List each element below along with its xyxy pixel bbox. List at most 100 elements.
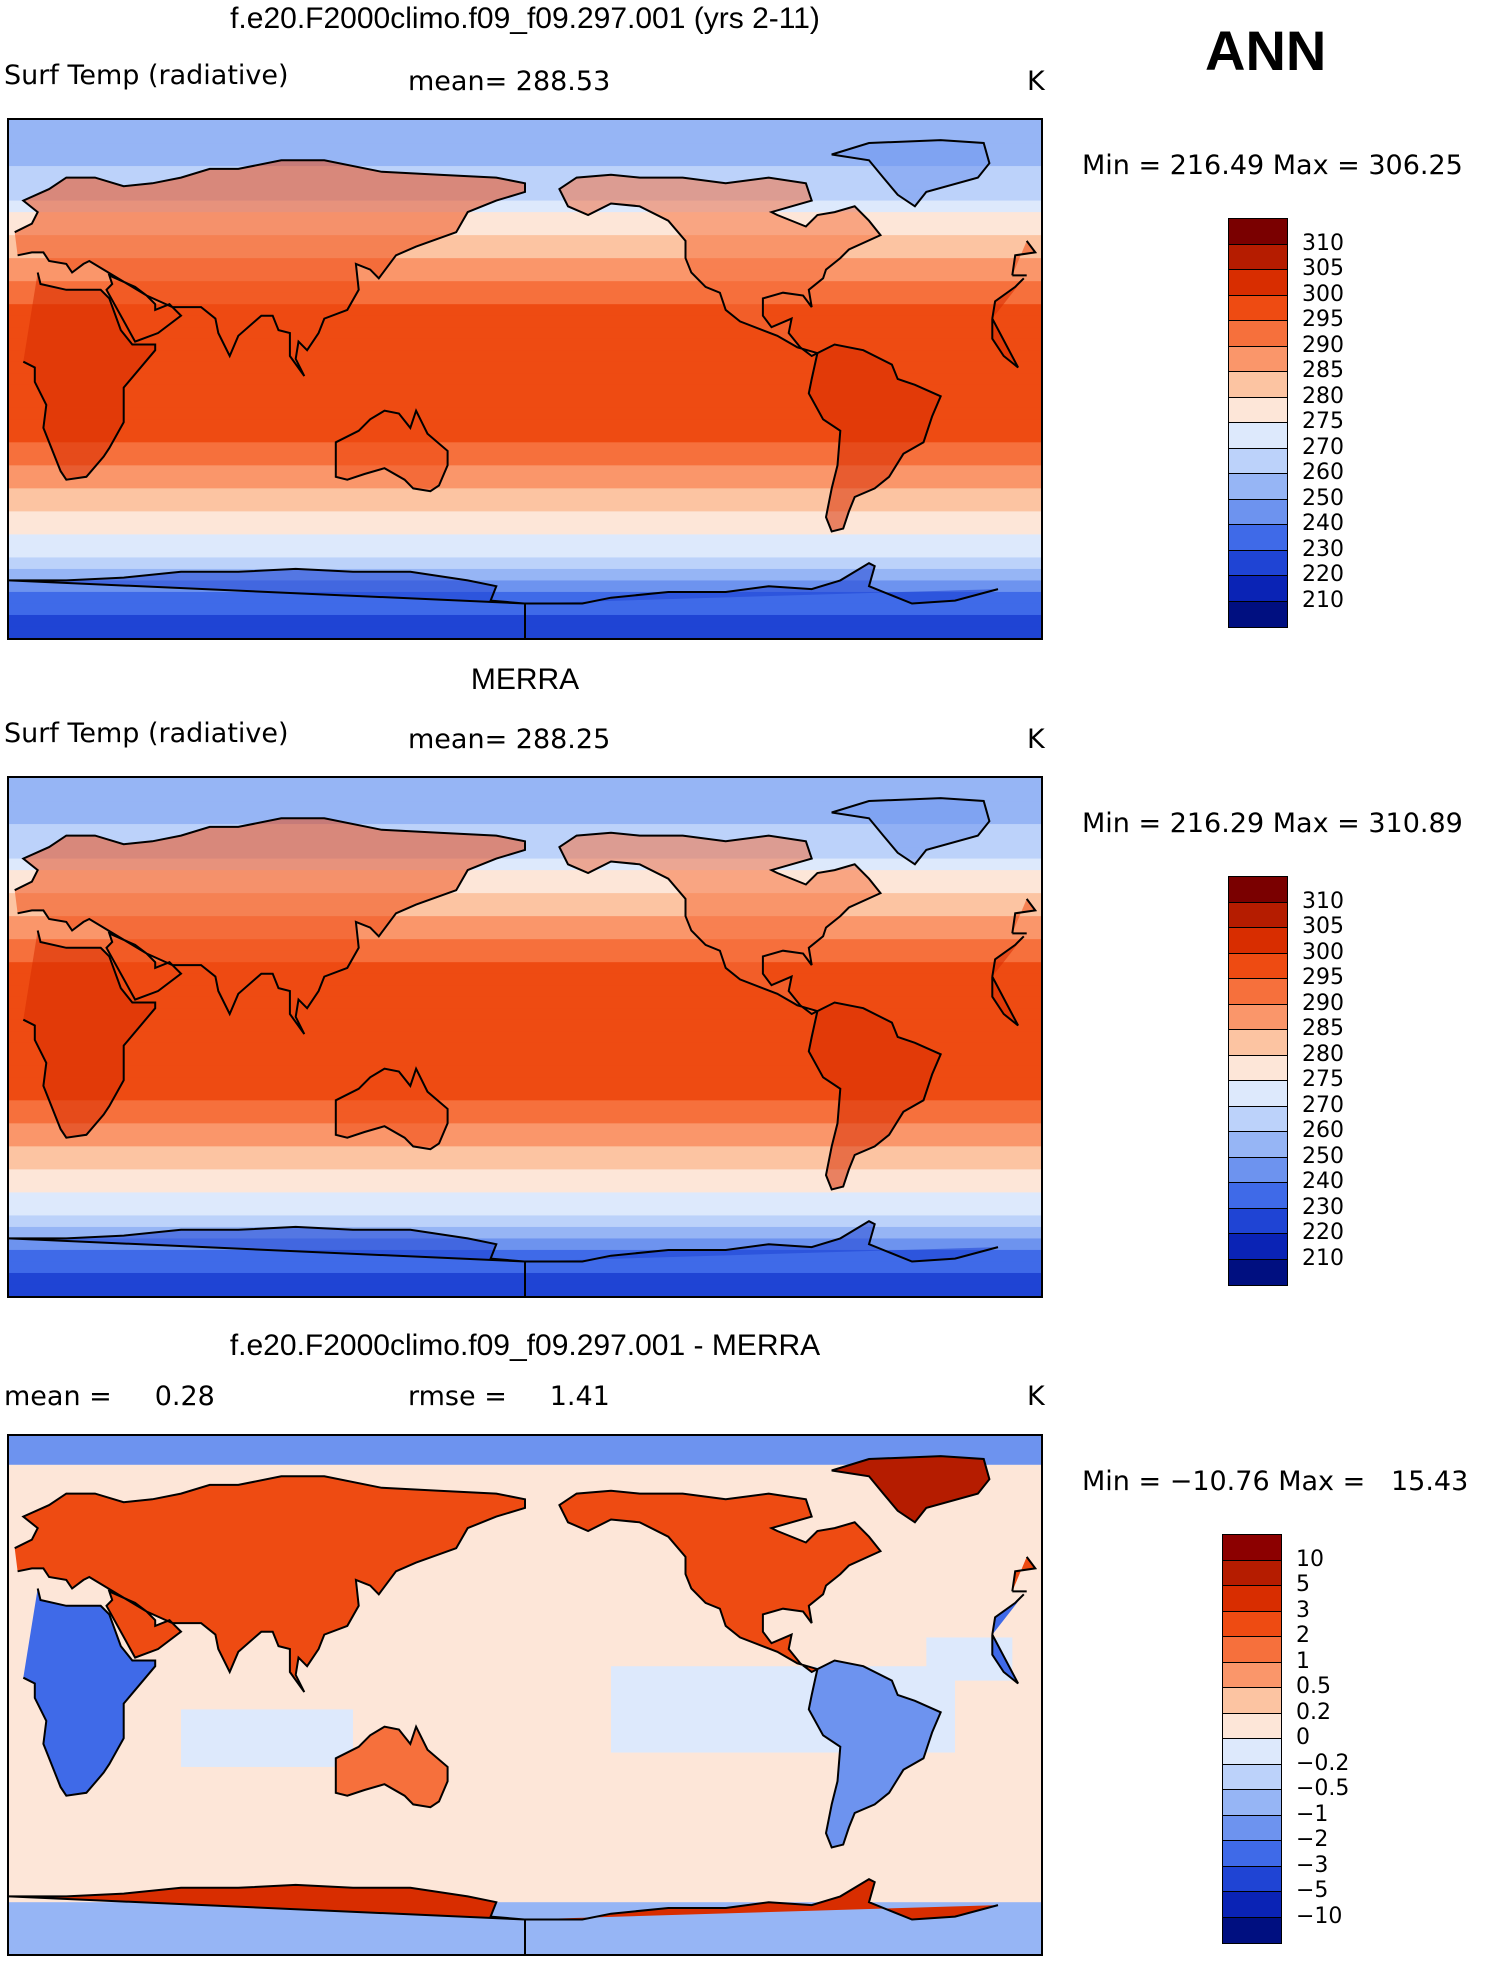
colorbar-label: 240 [1302, 511, 1344, 536]
colorbar-label: 240 [1302, 1169, 1344, 1194]
panel1-map [7, 118, 1043, 640]
colorbar-label: 5 [1296, 1572, 1310, 1597]
colorbar-swatch [1223, 1662, 1281, 1688]
temperature-band [9, 522, 1041, 535]
temperature-band [9, 407, 1041, 420]
panel3-title: f.e20.F2000climo.f09_f09.297.001 - MERRA [229, 1329, 821, 1362]
colorbar-swatch [1229, 423, 1287, 449]
colorbar-swatch [1229, 1208, 1287, 1234]
colorbar-label: 310 [1302, 230, 1344, 256]
colorbar-label: 295 [1302, 965, 1344, 990]
colorbar-label: −10 [1296, 1903, 1343, 1929]
colorbar-swatch [1229, 1004, 1287, 1030]
colorbar-label: 220 [1302, 1220, 1344, 1245]
panel3-rmse: rmse = 1.41 [408, 1381, 610, 1412]
panel1-units: K [1027, 66, 1045, 97]
panel1-colorbar [1228, 218, 1288, 628]
temperature-band [9, 1077, 1041, 1090]
temperature-band [9, 453, 1041, 466]
colorbar-swatch [1229, 979, 1287, 1005]
temperature-band [9, 778, 1041, 791]
temperature-band [9, 465, 1041, 478]
colorbar-swatch [1223, 1917, 1281, 1943]
colorbar-swatch [1229, 1030, 1287, 1056]
colorbar-swatch [1223, 1560, 1281, 1586]
coastline [9, 562, 999, 638]
colorbar-swatch [1223, 1892, 1281, 1918]
temperature-band [9, 476, 1041, 489]
colorbar-label: −3 [1296, 1852, 1329, 1878]
colorbar-swatch [1229, 346, 1287, 372]
coastline [558, 173, 883, 358]
temperature-band [9, 1054, 1041, 1067]
season-label: ANN [1205, 19, 1327, 82]
coastline [831, 797, 991, 866]
colorbar-label: 3 [1296, 1597, 1310, 1623]
temperature-band [9, 384, 1041, 397]
colorbar-swatch [1223, 1866, 1281, 1892]
colorbar-label: 300 [1302, 939, 1344, 965]
colorbar-label: 0 [1296, 1725, 1310, 1750]
panel1-mean: mean= 288.53 [408, 66, 611, 97]
colorbar-label: 260 [1302, 460, 1344, 485]
temperature-band [9, 396, 1041, 409]
colorbar-label: 300 [1302, 281, 1344, 307]
colorbar-label: 230 [1302, 1194, 1344, 1220]
colorbar-label: 270 [1302, 434, 1344, 460]
temperature-band [9, 1111, 1041, 1124]
colorbar-swatch [1223, 1637, 1281, 1663]
colorbar-swatch [1229, 372, 1287, 398]
temperature-band [9, 143, 1041, 156]
colorbar-label: 310 [1302, 888, 1344, 914]
colorbar-swatch [1229, 448, 1287, 474]
colorbar-label: 0.2 [1296, 1699, 1331, 1725]
temperature-band [9, 350, 1041, 363]
colorbar-label: 250 [1302, 1143, 1344, 1169]
colorbar-swatch [1229, 397, 1287, 423]
temperature-band [9, 1180, 1041, 1193]
panel2-title: MERRA [470, 663, 580, 696]
panel2-colorbar [1228, 876, 1288, 1286]
colorbar-swatch [1229, 1234, 1287, 1260]
colorbar-swatch [1229, 1081, 1287, 1107]
colorbar-label: 275 [1302, 409, 1344, 434]
temperature-band [9, 1088, 1041, 1101]
coastline [9, 1220, 999, 1296]
colorbar-swatch [1223, 1688, 1281, 1714]
temperature-band [9, 419, 1041, 432]
colorbar-label: 290 [1302, 990, 1344, 1016]
colorbar-swatch [1229, 321, 1287, 347]
temperature-band [9, 1065, 1041, 1078]
temperature-band [9, 1146, 1041, 1159]
colorbar-swatch [1223, 1535, 1281, 1561]
colorbar-label: 285 [1302, 358, 1344, 383]
colorbar-swatch [1229, 499, 1287, 525]
colorbar-swatch [1229, 877, 1287, 903]
colorbar-swatch [1223, 1790, 1281, 1816]
coastline [334, 1066, 449, 1151]
colorbar-label: 270 [1302, 1092, 1344, 1118]
temperature-band [9, 1019, 1041, 1032]
colorbar-label: 1 [1296, 1648, 1310, 1674]
temperature-band [9, 789, 1041, 802]
temperature-band [9, 557, 1041, 570]
panel2-variable: Surf Temp (radiative) [4, 718, 289, 749]
coastline [22, 272, 1025, 481]
colorbar-swatch [1229, 474, 1287, 500]
colorbar-swatch [1229, 953, 1287, 979]
coastline [22, 1588, 1025, 1797]
colorbar-swatch [1223, 1815, 1281, 1841]
coastline [558, 1489, 883, 1674]
colorbar-swatch [1229, 270, 1287, 296]
colorbar-swatch [1229, 219, 1287, 245]
colorbar-swatch [1229, 550, 1287, 576]
temperature-band [9, 1192, 1041, 1205]
colorbar-label: 220 [1302, 562, 1344, 587]
coastline [807, 343, 943, 533]
panel2-units: K [1027, 724, 1045, 755]
coastline [334, 1724, 449, 1809]
panel3-minmax: Min = −10.76 Max = 15.43 [1082, 1466, 1469, 1497]
colorbar-swatch [1223, 1841, 1281, 1867]
colorbar-label: 295 [1302, 307, 1344, 332]
colorbar-swatch [1229, 928, 1287, 954]
